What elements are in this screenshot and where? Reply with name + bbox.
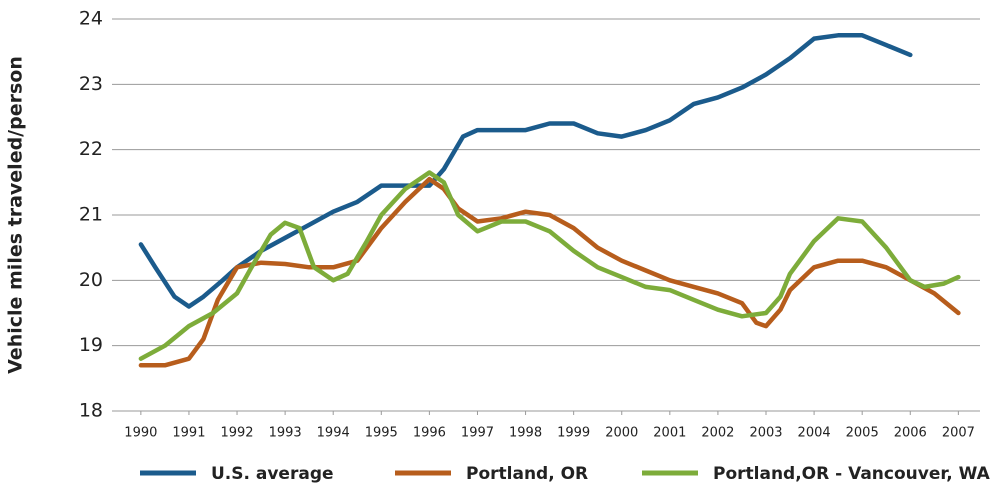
series-line	[138, 176, 961, 368]
x-tick-label: 2001	[653, 426, 686, 441]
x-tick-label: 2002	[701, 426, 734, 441]
x-tick-label: 2004	[798, 426, 831, 441]
y-tick-label: 23	[79, 73, 103, 95]
x-tick-label: 2003	[749, 426, 782, 441]
y-tick-label: 21	[79, 204, 103, 226]
legend-label: Portland,OR - Vancouver, WA	[713, 464, 991, 484]
x-tick-label: 1999	[557, 426, 590, 441]
x-tick-label: 1992	[220, 426, 253, 441]
x-tick-label: 1994	[317, 426, 350, 441]
y-axis-label: Vehicle miles traveled/person	[5, 56, 27, 374]
x-tick-label: 1998	[509, 426, 542, 441]
legend-label: U.S. average	[211, 464, 334, 484]
x-tick-label: 2006	[894, 426, 927, 441]
x-tick-label: 2007	[942, 426, 975, 441]
x-tick-label: 2000	[605, 426, 638, 441]
x-tick-label: 1995	[365, 426, 398, 441]
x-tick-label: 1996	[413, 426, 446, 441]
y-tick-label: 20	[79, 269, 103, 291]
x-tick-label: 1990	[124, 426, 157, 441]
x-tick-label: 2005	[846, 426, 879, 441]
y-tick-label: 18	[79, 400, 103, 422]
x-tick-label: 1993	[269, 426, 302, 441]
y-tick-label: 22	[79, 138, 103, 160]
y-tick-label: 24	[79, 8, 103, 30]
legend-label: Portland, OR	[466, 464, 588, 484]
series-line	[138, 170, 961, 361]
y-tick-label: 19	[79, 334, 103, 356]
x-tick-label: 1991	[172, 426, 205, 441]
x-tick-label: 1997	[461, 426, 494, 441]
